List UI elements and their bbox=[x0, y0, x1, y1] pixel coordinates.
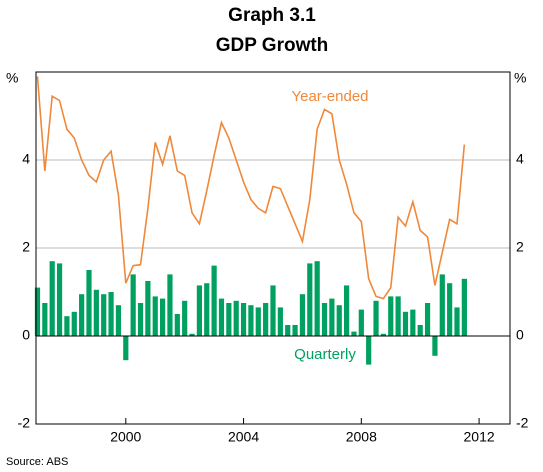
plot-frame bbox=[35, 71, 511, 425]
bar bbox=[218, 298, 225, 336]
bar bbox=[410, 309, 416, 336]
source: Source: ABS bbox=[6, 456, 68, 468]
bar bbox=[86, 270, 92, 336]
bar bbox=[248, 305, 254, 336]
chart-title: Graph 3.1 bbox=[228, 5, 316, 26]
bar bbox=[424, 303, 431, 336]
y-tick-label-left: -2 bbox=[18, 415, 31, 431]
bar bbox=[461, 278, 467, 336]
line bbox=[36, 76, 466, 300]
bar bbox=[432, 336, 438, 356]
bar bbox=[314, 261, 320, 336]
bar bbox=[277, 307, 283, 336]
bar bbox=[174, 314, 180, 336]
y-tick-label-left: 0 bbox=[22, 327, 30, 343]
bar bbox=[321, 303, 328, 336]
chart-subtitle: GDP Growth bbox=[216, 35, 329, 56]
bar bbox=[307, 263, 313, 336]
bar bbox=[49, 261, 55, 336]
bar bbox=[336, 305, 342, 336]
series-label: Quarterly bbox=[294, 346, 356, 363]
bar bbox=[71, 311, 77, 336]
bar bbox=[285, 325, 291, 336]
bar bbox=[366, 336, 372, 365]
series-label: Year-ended bbox=[291, 88, 368, 105]
bar bbox=[226, 303, 232, 336]
bar bbox=[189, 333, 195, 336]
bar bbox=[211, 265, 217, 336]
bar bbox=[42, 303, 48, 336]
bar bbox=[351, 331, 357, 336]
bar bbox=[255, 307, 261, 336]
bar bbox=[299, 294, 306, 336]
bar bbox=[380, 333, 387, 336]
bar bbox=[93, 289, 99, 336]
x-tick-label: 2008 bbox=[346, 429, 377, 445]
bar bbox=[233, 300, 239, 336]
y-unit-left: % bbox=[6, 70, 18, 86]
y-tick-label-right: 4 bbox=[516, 151, 524, 167]
bar bbox=[329, 298, 335, 336]
bar bbox=[64, 316, 70, 336]
bar bbox=[137, 303, 144, 336]
y-tick-label-right: 0 bbox=[516, 327, 524, 343]
bar bbox=[388, 296, 394, 336]
y-tick-label-left: 2 bbox=[22, 239, 30, 255]
bar bbox=[292, 325, 298, 336]
bar bbox=[373, 300, 379, 336]
bar bbox=[402, 311, 409, 336]
x-tick-label: 2000 bbox=[110, 429, 141, 445]
bar bbox=[108, 292, 114, 336]
bar bbox=[270, 285, 276, 336]
y-tick-label-left: 4 bbox=[22, 151, 30, 167]
bar bbox=[101, 294, 107, 336]
bar bbox=[358, 309, 364, 336]
bar bbox=[145, 281, 151, 336]
bar bbox=[56, 263, 63, 336]
bar bbox=[115, 305, 122, 336]
bar bbox=[454, 307, 460, 336]
y-tick-label-right: -2 bbox=[516, 415, 529, 431]
bar bbox=[447, 283, 453, 336]
bar bbox=[34, 287, 41, 336]
bar bbox=[196, 285, 202, 336]
y-unit-right: % bbox=[514, 70, 526, 86]
bar bbox=[417, 325, 423, 336]
bar bbox=[167, 274, 173, 336]
bar bbox=[79, 294, 85, 336]
bar bbox=[182, 300, 188, 336]
y-tick-label-right: 2 bbox=[516, 239, 524, 255]
bar bbox=[395, 296, 401, 336]
bar bbox=[159, 298, 166, 336]
x-tick-label: 2012 bbox=[464, 429, 495, 445]
bar bbox=[240, 303, 247, 336]
bar bbox=[123, 336, 129, 361]
bar bbox=[130, 274, 136, 336]
bar bbox=[152, 296, 158, 336]
bar bbox=[344, 285, 350, 336]
bar bbox=[263, 303, 269, 336]
x-tick-label: 2004 bbox=[228, 429, 259, 445]
bar bbox=[439, 274, 445, 336]
bar bbox=[204, 283, 210, 336]
